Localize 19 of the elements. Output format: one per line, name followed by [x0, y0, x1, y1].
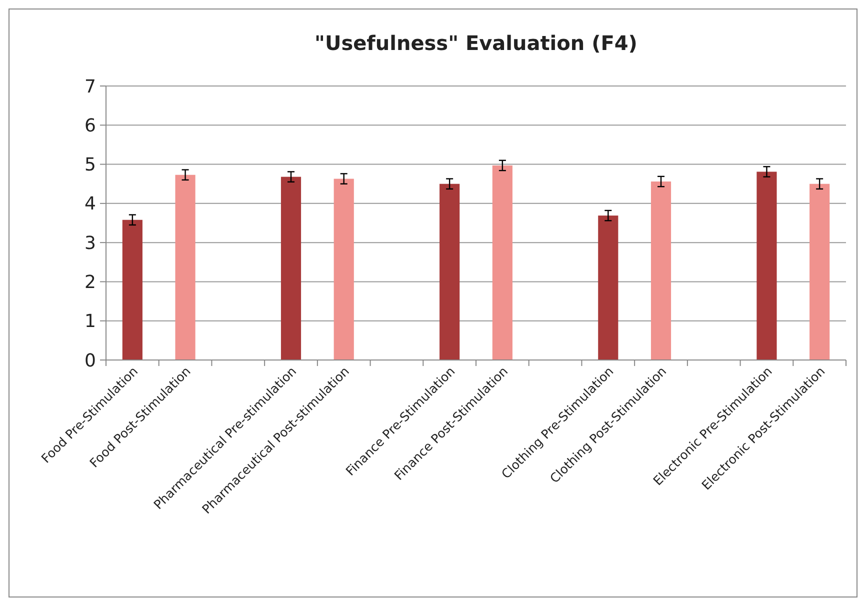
y-tick-label: 2 — [84, 272, 96, 294]
bar — [492, 165, 512, 360]
chart-title: "Usefulness" Evaluation (F4) — [314, 31, 638, 55]
y-tick-label: 4 — [84, 194, 96, 215]
bar — [440, 184, 460, 360]
bar — [810, 184, 830, 360]
bar — [650, 182, 672, 360]
y-tick-label: 5 — [84, 154, 96, 176]
bar — [280, 176, 302, 360]
y-tick-label: 3 — [84, 232, 96, 254]
bar — [122, 220, 142, 360]
y-tick-label: 0 — [84, 350, 96, 372]
y-tick-label: 7 — [84, 76, 96, 98]
y-tick-label: 1 — [84, 311, 96, 332]
bar — [334, 178, 354, 360]
bar — [175, 174, 196, 360]
y-tick-label: 6 — [84, 115, 96, 136]
bar — [598, 216, 618, 360]
bar — [756, 172, 777, 360]
